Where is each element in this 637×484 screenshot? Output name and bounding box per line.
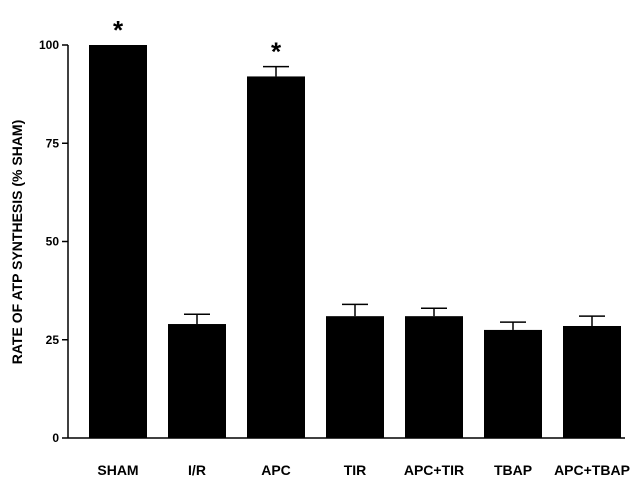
y-tick-label: 0: [52, 431, 59, 445]
bar: [89, 45, 147, 438]
significance-marker: *: [113, 15, 124, 45]
y-tick-label: 75: [46, 136, 60, 150]
y-axis-title: RATE OF ATP SYNTHESIS (% SHAM): [9, 120, 25, 365]
x-axis: SHAM I/R APC TIR APC+TIR TBAP APC+TBAP: [68, 437, 630, 478]
x-category-label: SHAM: [97, 462, 138, 478]
x-category-label: TIR: [344, 462, 367, 478]
bar: [168, 324, 226, 438]
x-category-label: APC+TBAP: [554, 462, 630, 478]
x-category-label: I/R: [188, 462, 206, 478]
x-category-label: APC: [261, 462, 291, 478]
x-category-label: APC+TIR: [404, 462, 464, 478]
bar: [247, 76, 305, 438]
bars: **: [89, 15, 621, 438]
y-tick-label: 100: [39, 38, 59, 52]
bar: [326, 316, 384, 438]
x-category-label: TBAP: [494, 462, 532, 478]
y-tick-label: 50: [46, 235, 60, 249]
y-tick-label: 25: [46, 333, 60, 347]
significance-marker: *: [271, 37, 282, 67]
bar: [484, 329, 542, 438]
bar: [405, 316, 463, 438]
y-axis: 0 25 50 75 100: [39, 38, 69, 445]
bar: [563, 325, 621, 438]
